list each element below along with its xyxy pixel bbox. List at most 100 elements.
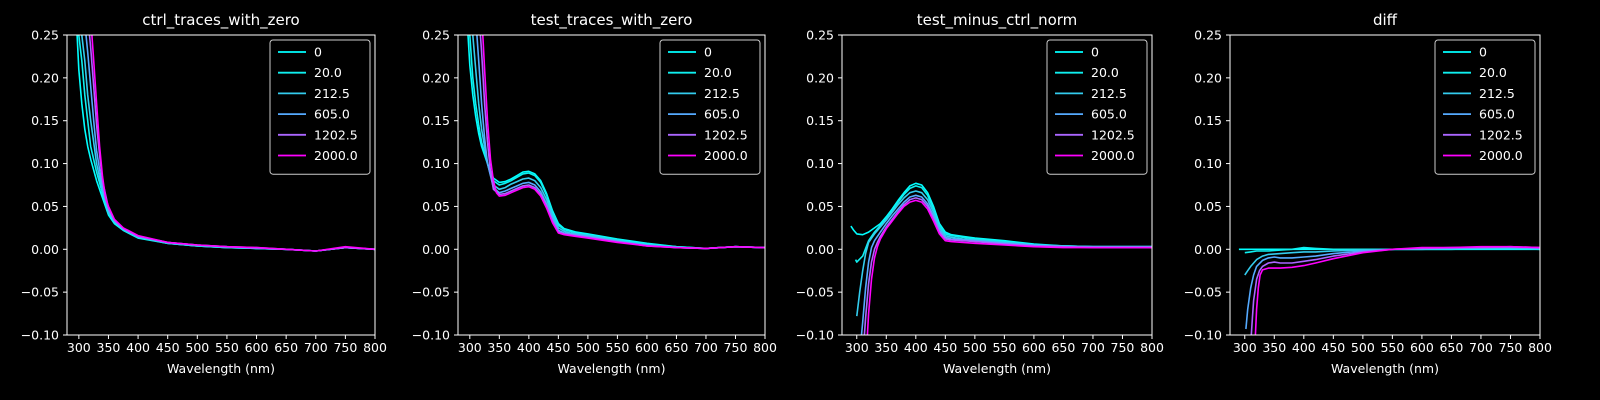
x-tick-label: 400 <box>1292 340 1316 355</box>
x-tick-label: 450 <box>546 340 570 355</box>
x-tick-label: 750 <box>724 340 748 355</box>
x-tick-label: 500 <box>576 340 600 355</box>
x-tick-label: 550 <box>215 340 239 355</box>
legend-label: 0 <box>704 45 712 60</box>
legend-label: 605.0 <box>314 107 350 122</box>
x-axis-label: Wavelength (nm) <box>167 361 275 376</box>
legend-label: 1202.5 <box>1479 127 1523 142</box>
y-tick-label: −0.05 <box>21 285 59 300</box>
y-tick-label: 0.15 <box>31 113 59 128</box>
x-tick-label: 600 <box>635 340 659 355</box>
x-axis-label: Wavelength (nm) <box>1331 361 1439 376</box>
x-tick-label: 350 <box>487 340 511 355</box>
axes-frame <box>66 34 376 336</box>
y-tick-label: 0.15 <box>1194 113 1222 128</box>
y-tick-label: 0.25 <box>422 28 450 43</box>
y-tick-label: 0.15 <box>422 113 450 128</box>
chart-panel: 300 350 400 450 500 550 600 650 700 750 800 −0.10 −0… <box>21 11 387 376</box>
chart-panel: 300 350 400 450 500 550 600 650 700 750 800 −0.10 −0… <box>796 11 1164 376</box>
axes-frame <box>841 34 1153 336</box>
y-tick-label: 0.20 <box>422 70 450 85</box>
y-tick-label: 0.00 <box>31 242 59 257</box>
x-tick-label: 300 <box>67 340 91 355</box>
series-line <box>91 35 375 252</box>
y-tick-label: 0.05 <box>31 199 59 214</box>
legend-label: 20.0 <box>704 65 732 80</box>
x-tick-label: 350 <box>874 340 898 355</box>
x-tick-label: 350 <box>97 340 121 355</box>
x-axis-label: Wavelength (nm) <box>943 361 1051 376</box>
legend-label: 605.0 <box>1479 107 1515 122</box>
x-tick-label: 400 <box>126 340 150 355</box>
x-tick-label: 500 <box>1351 340 1375 355</box>
legend-label: 212.5 <box>1479 86 1515 101</box>
series-line <box>863 197 1152 335</box>
legend-label: 1202.5 <box>314 127 358 142</box>
x-tick-label: 750 <box>1111 340 1135 355</box>
y-tick-label: 0.00 <box>806 242 834 257</box>
series-lines <box>850 182 1152 335</box>
y-tick-label: −0.05 <box>412 285 450 300</box>
legend-label: 0 <box>314 45 322 60</box>
x-tick-label: 450 <box>156 340 180 355</box>
series-line <box>850 182 1152 248</box>
x-tick-label: 800 <box>1140 340 1164 355</box>
chart-title: test_minus_ctrl_norm <box>917 11 1078 30</box>
x-tick-label: 650 <box>665 340 689 355</box>
chart-panel: 300 350 400 450 500 550 600 650 700 750 800 −0.10 −0… <box>412 11 777 376</box>
y-tick-label: −0.10 <box>1184 328 1222 343</box>
series-lines <box>76 35 375 252</box>
y-tick-label: 0.10 <box>31 156 59 171</box>
legend: 0 20.0 212.5 605.0 1202.5 2000.0 <box>269 39 371 175</box>
x-tick-label: 700 <box>1469 340 1493 355</box>
x-tick-label: 700 <box>694 340 718 355</box>
legend-label: 0 <box>1479 45 1487 60</box>
x-tick-label: 600 <box>245 340 269 355</box>
x-tick-label: 500 <box>963 340 987 355</box>
y-tick-label: 0.25 <box>806 28 834 43</box>
series-line <box>866 199 1152 335</box>
y-tick-label: 0.20 <box>31 70 59 85</box>
x-tick-label: 400 <box>904 340 928 355</box>
x-tick-label: 650 <box>1051 340 1075 355</box>
x-tick-label: 700 <box>1081 340 1105 355</box>
x-tick-label: 350 <box>1262 340 1286 355</box>
y-tick-label: 0.15 <box>806 113 834 128</box>
x-tick-label: 750 <box>333 340 357 355</box>
legend-label: 605.0 <box>1091 107 1127 122</box>
legend-label: 20.0 <box>1091 65 1119 80</box>
y-tick-label: 0.05 <box>1194 199 1222 214</box>
x-tick-label: 650 <box>274 340 298 355</box>
series-line <box>860 194 1152 335</box>
y-tick-label: 0.20 <box>1194 70 1222 85</box>
y-tick-label: 0.05 <box>806 199 834 214</box>
y-tick-label: 0.10 <box>422 156 450 171</box>
x-tick-label: 800 <box>753 340 777 355</box>
y-tick-label: −0.05 <box>1184 285 1222 300</box>
x-tick-label: 600 <box>1410 340 1434 355</box>
series-line <box>1254 245 1540 335</box>
legend: 0 20.0 212.5 605.0 1202.5 2000.0 <box>659 39 761 175</box>
x-tick-label: 300 <box>845 340 869 355</box>
legend-label: 1202.5 <box>1091 127 1135 142</box>
x-tick-label: 550 <box>1380 340 1404 355</box>
y-tick-label: 0.05 <box>422 199 450 214</box>
x-tick-label: 800 <box>363 340 387 355</box>
axes-frame <box>1229 34 1541 336</box>
x-tick-label: 550 <box>605 340 629 355</box>
x-tick-label: 550 <box>992 340 1016 355</box>
y-tick-label: 0.20 <box>806 70 834 85</box>
x-tick-label: 750 <box>1499 340 1523 355</box>
legend-label: 20.0 <box>314 65 342 80</box>
x-tick-label: 600 <box>1022 340 1046 355</box>
x-tick-label: 400 <box>517 340 541 355</box>
y-tick-label: 0.00 <box>422 242 450 257</box>
y-tick-label: −0.10 <box>412 328 450 343</box>
series-lines <box>1238 245 1540 335</box>
axes-frame <box>457 34 766 336</box>
chart-title: ctrl_traces_with_zero <box>142 11 299 30</box>
legend: 0 20.0 212.5 605.0 1202.5 2000.0 <box>1046 39 1148 175</box>
series-line <box>469 35 765 250</box>
x-tick-label: 450 <box>1321 340 1345 355</box>
